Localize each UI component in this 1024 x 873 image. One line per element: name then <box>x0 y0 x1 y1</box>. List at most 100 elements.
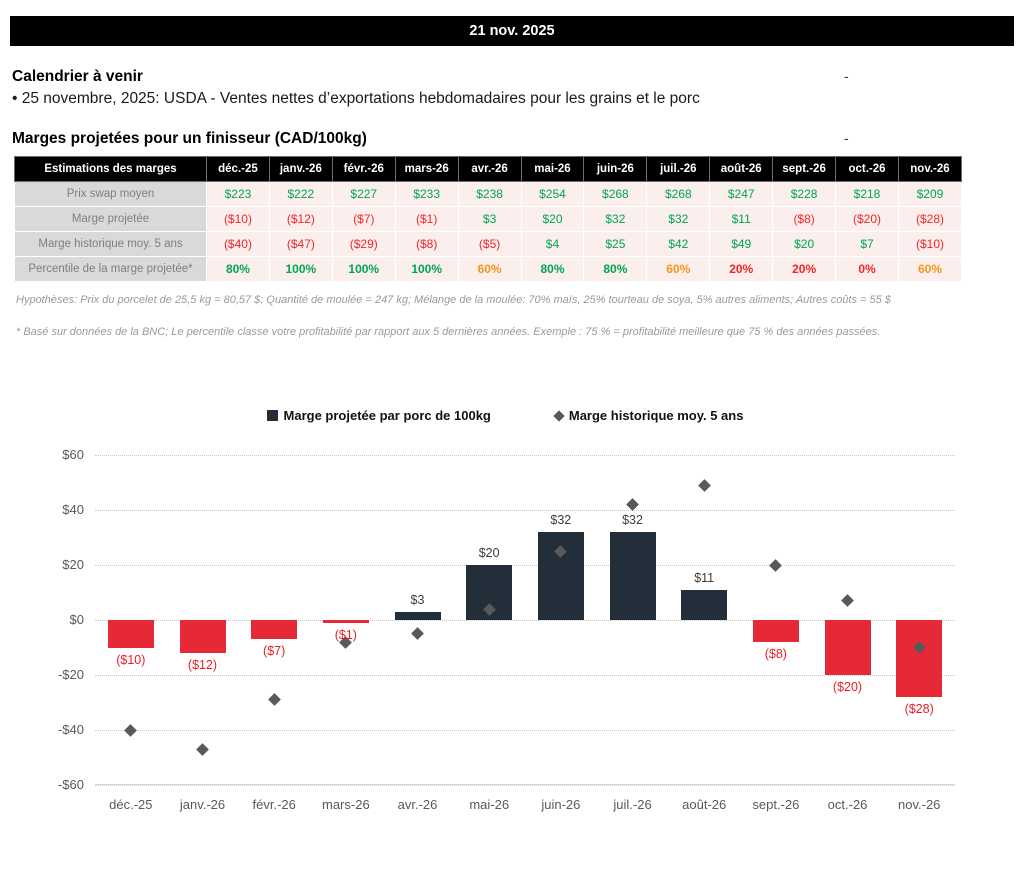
gridline <box>95 730 955 731</box>
table-row: Marge projetée ($10) ($12) ($7) ($1) $3 $20 $32… <box>14 206 963 232</box>
margins-table-body: Prix swap moyen $223 $222 $227 $233 $238 $254 $… <box>14 181 963 282</box>
table-cell: $227 <box>331 181 396 207</box>
margin-chart: Marge projetée par porc de 100kg Marge h… <box>40 408 970 812</box>
y-axis-tick-label: $60 <box>62 447 84 462</box>
y-axis-tick-label: -$60 <box>57 777 84 792</box>
table-cell: $222 <box>268 181 333 207</box>
table-month-header: août-26 <box>709 156 774 182</box>
table-cell: 0% <box>835 256 899 282</box>
table-cell: $247 <box>709 181 774 207</box>
y-axis-tick-label: -$40 <box>57 722 84 737</box>
bar-value-label: $11 <box>694 570 715 585</box>
table-row: Percentile de la marge projetée* 80% 100% 1… <box>14 256 963 282</box>
table-row: Marge historique moy. 5 ans ($40) ($47) ($2… <box>14 231 963 257</box>
table-cell: ($10) <box>206 206 270 232</box>
dash-marker: - <box>844 68 849 84</box>
y-axis-tick-label: $40 <box>62 502 84 517</box>
table-cell: $209 <box>897 181 963 207</box>
calendar-title: Calendrier à venir <box>12 68 143 85</box>
table-cell: ($47) <box>268 231 333 257</box>
gridline <box>95 785 955 786</box>
table-cell: ($5) <box>457 231 522 257</box>
gridline <box>95 565 955 566</box>
table-cell: 20% <box>709 256 774 282</box>
table-cell: 60% <box>457 256 522 282</box>
table-cell: $254 <box>520 181 585 207</box>
table-month-header: sept.-26 <box>772 156 837 182</box>
x-axis-tick-label: déc.-25 <box>109 797 153 812</box>
bar-value-label: ($12) <box>187 658 218 672</box>
bar-value-label: ($10) <box>116 652 146 667</box>
y-axis-tick-label: -$20 <box>57 667 84 682</box>
chart-bar <box>681 589 728 620</box>
table-cell: 100% <box>268 256 333 282</box>
legend-item-historical-margin: Marge historique moy. 5 ans <box>553 408 744 423</box>
margins-table-head-row: Estimations des marges déc.-25 janv.-26 fév… <box>14 156 963 182</box>
table-month-header: oct.-26 <box>835 156 899 182</box>
bar-value-label: ($8) <box>764 647 787 661</box>
x-axis-tick-label: juil.-26 <box>613 797 652 812</box>
assumptions-note: Hypothèses: Prix du porcelet de 25,5 kg … <box>16 294 891 306</box>
table-row: Prix swap moyen $223 $222 $227 $233 $238 $254 $… <box>14 181 963 207</box>
table-month-header: févr.-26 <box>331 156 396 182</box>
row-label: Marge historique moy. 5 ans <box>14 231 207 257</box>
table-cell: $49 <box>709 231 774 257</box>
chart-bar <box>322 620 369 623</box>
table-cell: ($10) <box>897 231 963 257</box>
legend-bar-label: Marge projetée par porc de 100kg <box>283 408 491 423</box>
chart-plot: $60 $40 $20 $0 -$20 -$40 -$60 ($10) ($12) ($7) ($1… <box>58 447 955 792</box>
dash-marker: - <box>844 130 849 146</box>
gridline <box>95 510 955 511</box>
x-axis-tick-label: avr.-26 <box>397 797 438 812</box>
calendar-section-heading: Calendrier à venir - <box>12 68 1012 86</box>
table-month-header: mai-26 <box>520 156 585 182</box>
historical-margin-diamond <box>697 478 711 492</box>
report-date-banner: 21 nov. 2025 <box>10 16 1014 46</box>
x-axis-tick-label: mai-26 <box>469 797 510 812</box>
table-month-header: nov.-26 <box>897 156 963 182</box>
table-cell: ($40) <box>206 231 270 257</box>
table-month-header: juil.-26 <box>646 156 711 182</box>
table-cell: 80% <box>520 256 585 282</box>
historical-margin-diamond <box>841 594 854 608</box>
historical-margin-diamond <box>267 693 281 707</box>
x-axis-tick-label: nov.-26 <box>898 797 941 812</box>
percentile-note: * Basé sur données de la BNC; Le percent… <box>16 326 881 338</box>
table-cell: $11 <box>709 206 774 232</box>
table-cell: $238 <box>457 181 522 207</box>
table-cell: $218 <box>835 181 899 207</box>
margins-table: Estimations des marges déc.-25 janv.-26 fév… <box>14 156 963 282</box>
chart-bar <box>752 620 799 642</box>
chart-bar <box>179 620 226 653</box>
table-month-header: janv.-26 <box>268 156 333 182</box>
table-cell: $3 <box>457 206 522 232</box>
x-axis-tick-label: juin-26 <box>541 797 581 812</box>
historical-margin-diamond <box>196 742 209 756</box>
chart-bar <box>896 620 943 697</box>
table-cell: $268 <box>583 181 648 207</box>
table-cell: ($8) <box>772 206 837 232</box>
chart-legend: Marge projetée par porc de 100kg Marge h… <box>40 408 970 423</box>
chart-bar <box>251 620 298 640</box>
row-label: Marge projetée <box>14 206 207 232</box>
x-axis-tick-label: oct.-26 <box>827 797 868 812</box>
legend-diamond-label: Marge historique moy. 5 ans <box>568 408 744 423</box>
table-cell: $32 <box>583 206 648 232</box>
table-cell: $42 <box>646 231 711 257</box>
historical-margin-diamond <box>124 723 138 737</box>
table-cell: ($7) <box>331 206 396 232</box>
table-cell: ($8) <box>394 231 459 257</box>
calendar-item: • 25 novembre, 2025: USDA - Ventes nette… <box>12 90 700 107</box>
bar-value-label: ($28) <box>904 702 934 716</box>
table-cell: $25 <box>583 231 648 257</box>
x-axis-tick-label: janv.-26 <box>179 797 226 812</box>
table-cell: 60% <box>897 256 963 282</box>
table-cell: $228 <box>772 181 837 207</box>
y-axis-tick-label: $0 <box>69 612 84 627</box>
x-axis-tick-label: mars-26 <box>322 797 370 812</box>
table-cell: $32 <box>646 206 711 232</box>
table-cell: 100% <box>394 256 459 282</box>
bar-value-label: ($20) <box>832 680 863 694</box>
table-corner-header: Estimations des marges <box>14 156 207 182</box>
margins-section-heading: Marges projetées pour un finisseur (CAD/… <box>12 130 1012 148</box>
